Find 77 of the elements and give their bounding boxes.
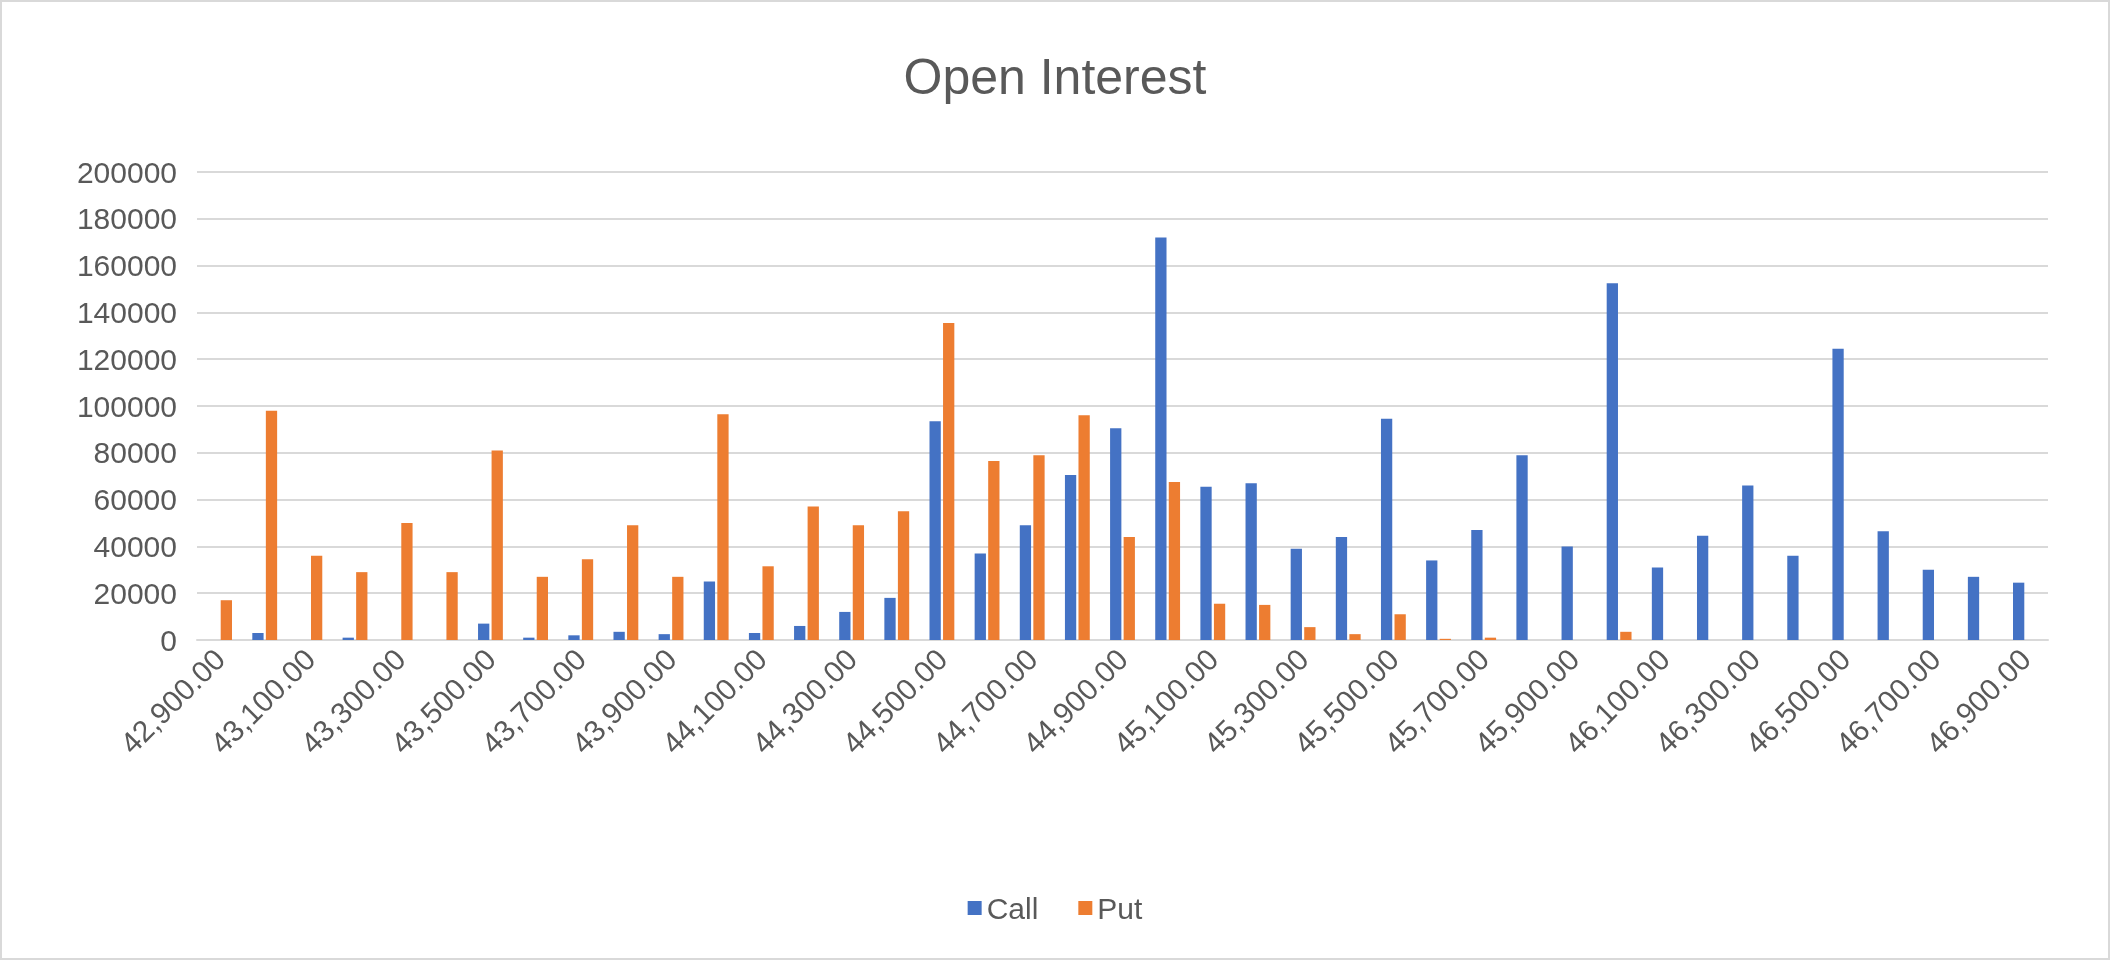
bar: [852, 525, 865, 640]
bar: [1606, 283, 1618, 640]
bar: [1110, 428, 1122, 640]
bar: [446, 572, 458, 640]
bar: [1259, 604, 1271, 640]
chart-title: Open Interest: [903, 49, 1207, 105]
bar: [974, 553, 986, 640]
bar: [1620, 631, 1632, 640]
bar: [1967, 576, 1980, 640]
bar: [929, 421, 941, 640]
bar: [1832, 348, 1844, 640]
bar: [1471, 530, 1483, 640]
bar: [943, 322, 955, 640]
bar: [1394, 614, 1406, 640]
bar: [491, 450, 503, 640]
y-tick-label: 100000: [76, 389, 177, 423]
bar: [658, 634, 670, 640]
bar: [1245, 483, 1257, 640]
bar: [536, 576, 549, 640]
bar: [1304, 627, 1316, 640]
bar: [1696, 535, 1709, 640]
bar: [748, 632, 761, 640]
bar: [265, 410, 278, 640]
bar: [310, 555, 323, 640]
y-tick-label: 20000: [93, 576, 177, 610]
bar: [1335, 537, 1348, 640]
bar: [1561, 546, 1573, 640]
bar: [1349, 634, 1361, 640]
bar: [839, 611, 851, 640]
bar: [1787, 555, 1799, 640]
bar: [988, 460, 1000, 640]
bar: [1064, 475, 1077, 640]
bar: [717, 414, 729, 640]
bar: [1033, 455, 1045, 640]
bar: [2013, 582, 2025, 640]
y-tick-label: 200000: [76, 155, 177, 189]
bar: [356, 572, 368, 640]
legend-label: Call: [986, 891, 1039, 925]
bar: [1155, 237, 1167, 640]
bar: [703, 581, 716, 640]
bar: [401, 523, 413, 640]
bar: [252, 632, 264, 640]
bar: [794, 625, 806, 640]
bar: [1168, 482, 1181, 640]
bar: [1290, 548, 1302, 640]
bar: [1380, 418, 1393, 640]
bar: [762, 566, 774, 640]
y-tick-label: 80000: [93, 436, 177, 470]
y-tick-label: 180000: [76, 202, 177, 236]
bar: [220, 600, 232, 640]
bar: [1019, 525, 1032, 640]
y-tick-label: 60000: [93, 483, 177, 517]
bar: [1651, 567, 1664, 640]
legend-label: Put: [1097, 891, 1144, 925]
y-tick-label: 160000: [76, 249, 177, 283]
bar: [1213, 603, 1226, 640]
bar: [1742, 485, 1754, 640]
y-tick-label: 40000: [93, 529, 177, 563]
bar: [884, 597, 896, 640]
bar: [1426, 560, 1438, 640]
bar: [627, 525, 639, 640]
bar: [807, 506, 819, 640]
bar: [672, 576, 684, 640]
bar: [1123, 537, 1135, 640]
y-tick-label: 140000: [76, 295, 177, 329]
y-tick-label: 0: [160, 623, 177, 657]
bar: [1516, 455, 1528, 640]
y-tick-label: 120000: [76, 342, 177, 376]
bar: [581, 559, 594, 640]
bar: [568, 635, 580, 640]
bar: [1200, 486, 1212, 640]
bar: [1922, 569, 1935, 640]
bar: [1078, 415, 1090, 640]
bar: [897, 511, 910, 640]
bar: [613, 631, 625, 640]
bar: [1877, 531, 1889, 640]
bar: [478, 623, 490, 640]
